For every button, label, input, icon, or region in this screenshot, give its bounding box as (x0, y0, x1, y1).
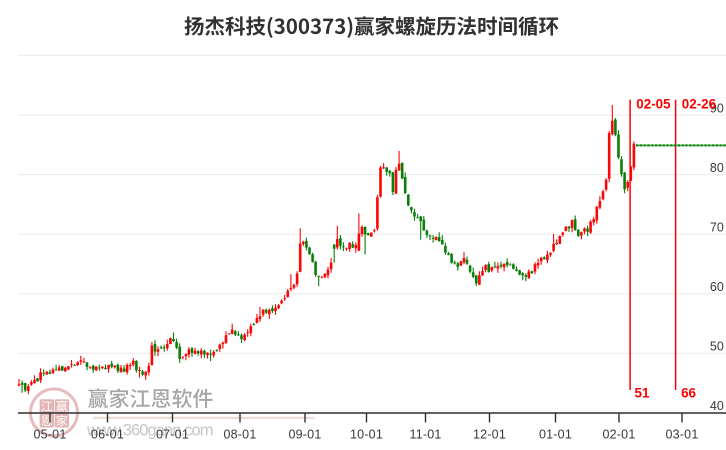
svg-text:06-01: 06-01 (91, 428, 124, 442)
svg-text:11-01: 11-01 (409, 428, 441, 442)
svg-text:02-05: 02-05 (636, 97, 671, 112)
svg-text:09-01: 09-01 (289, 428, 322, 442)
svg-text:90: 90 (710, 101, 724, 115)
svg-text:05-01: 05-01 (34, 428, 67, 442)
svg-text:40: 40 (710, 399, 724, 413)
svg-text:03-01: 03-01 (666, 428, 699, 442)
svg-text:80: 80 (710, 161, 724, 175)
svg-text:51: 51 (635, 386, 650, 401)
svg-text:08-01: 08-01 (224, 428, 257, 442)
svg-text:01-01: 01-01 (539, 428, 572, 442)
svg-text:www.360gann.com: www.360gann.com (86, 422, 214, 440)
svg-text:50: 50 (710, 340, 724, 354)
svg-text:70: 70 (710, 220, 724, 234)
svg-text:66: 66 (681, 386, 696, 401)
svg-text:12-01: 12-01 (473, 428, 506, 442)
svg-text:02-01: 02-01 (603, 428, 636, 442)
svg-text:02-26: 02-26 (682, 97, 716, 112)
svg-text:07-01: 07-01 (156, 428, 189, 442)
svg-text:10-01: 10-01 (350, 428, 383, 442)
svg-text:60: 60 (710, 280, 724, 294)
